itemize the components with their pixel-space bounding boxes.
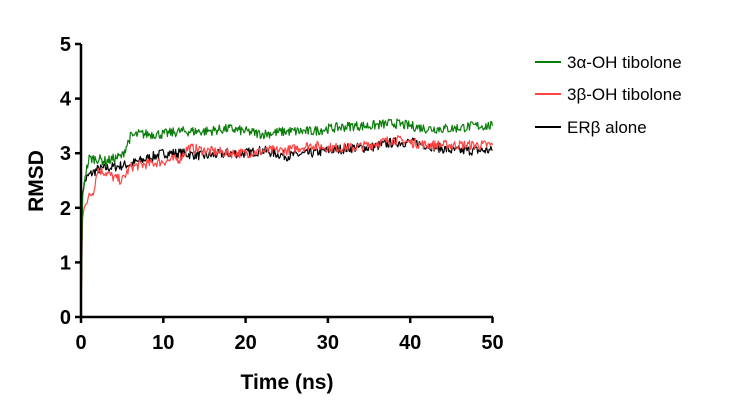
y-tick-label: 3 xyxy=(60,143,71,165)
x-axis-label: Time (ns) xyxy=(241,371,334,394)
y-tick-label: 1 xyxy=(60,252,71,274)
ticks-layer: 0 10 20 30 40 50 0 1 2 3 4 5 xyxy=(60,34,504,354)
legend-label: 3α-OH tibolone xyxy=(567,53,682,72)
x-tick-label: 30 xyxy=(317,332,339,354)
x-tick-label: 20 xyxy=(234,332,256,354)
legend-item: 3β-OH tibolone xyxy=(535,85,682,104)
y-axis-label: RMSD xyxy=(25,150,48,212)
series-line xyxy=(80,135,494,318)
legend-label: ERβ alone xyxy=(567,118,647,137)
legend-item: ERβ alone xyxy=(535,118,647,137)
series-layer xyxy=(80,118,494,318)
y-tick-label: 2 xyxy=(60,198,71,220)
legend: 3α-OH tibolone 3β-OH tibolone ERβ alone xyxy=(535,53,682,137)
x-tick-label: 10 xyxy=(152,332,174,354)
series-line xyxy=(80,118,494,318)
legend-label: 3β-OH tibolone xyxy=(567,85,682,104)
x-tick-label: 0 xyxy=(75,332,86,354)
legend-item: 3α-OH tibolone xyxy=(535,53,682,72)
y-tick-label: 5 xyxy=(60,34,71,56)
x-tick-label: 50 xyxy=(481,332,503,354)
y-tick-label: 4 xyxy=(60,89,72,111)
y-tick-label: 0 xyxy=(60,307,71,329)
x-tick-label: 40 xyxy=(399,332,421,354)
